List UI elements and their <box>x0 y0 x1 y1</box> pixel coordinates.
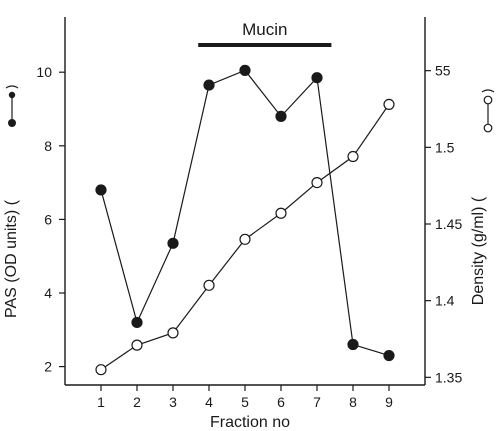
right-legend-marker-top <box>483 95 493 105</box>
x-tick-label: 7 <box>313 394 321 410</box>
series-open-point <box>167 327 179 339</box>
y-left-axis-title: PAS (OD units) ( <box>3 199 20 318</box>
series-open-point <box>239 233 251 245</box>
series-open-point <box>131 339 143 351</box>
left-legend-paren <box>5 85 19 89</box>
right-legend-paren <box>481 89 495 93</box>
series-open-point <box>347 150 359 163</box>
y-left-tick-label: 6 <box>44 211 52 227</box>
x-tick-label: 2 <box>133 394 141 410</box>
x-axis-title: Fraction no <box>210 414 290 431</box>
series-open-point <box>383 98 395 111</box>
y-right-tick-label: 55 <box>435 63 451 79</box>
x-tick-label: 5 <box>241 394 249 410</box>
y-left-tick-label: 4 <box>44 285 52 301</box>
series-filled-point <box>311 72 323 84</box>
series-filled-point <box>239 64 251 76</box>
mucin-label: Mucin <box>242 20 287 39</box>
series-open-point <box>95 364 107 376</box>
series-open-point <box>311 177 323 189</box>
annotation-layer: Mucin <box>198 20 332 47</box>
y-right-axis-title: Density (g/ml) ( <box>470 196 487 305</box>
y-right-tick-label: 1.35 <box>435 369 462 385</box>
y-right-tick-label: 1.45 <box>435 216 462 232</box>
y-right-tick-label: 1.4 <box>435 293 455 309</box>
series-open-point <box>275 207 287 219</box>
series-filled-point <box>347 338 359 351</box>
left-legend-marker-bottom <box>8 119 16 127</box>
series-filled-point <box>95 184 107 196</box>
x-tick-label: 9 <box>385 394 393 410</box>
y-left-tick-label: 8 <box>44 138 52 154</box>
grid-layer: 1 2 3 4 5 6 7 8 9 2 4 6 8 10 1.35 1.4 1.45 1.5 55 Fraction … <box>3 17 495 431</box>
y-left-tick-label: 10 <box>36 64 52 80</box>
x-tick-label: 6 <box>277 394 285 410</box>
series-open-point <box>203 279 215 291</box>
series-filled-point <box>203 79 215 91</box>
y-right-tick-label: 1.5 <box>435 139 455 155</box>
series-filled-point <box>167 237 179 249</box>
x-tick-label: 3 <box>169 394 177 410</box>
series-filled-point <box>275 110 287 122</box>
left-legend-marker-top <box>8 91 16 99</box>
x-tick-label: 8 <box>349 394 357 410</box>
x-tick-label: 4 <box>205 394 213 410</box>
right-legend-marker-bottom <box>483 123 493 133</box>
series-layer <box>95 64 395 376</box>
series-filled-point <box>383 349 395 362</box>
series-filled-point <box>131 316 143 329</box>
x-tick-label: 1 <box>97 394 105 410</box>
y-left-tick-label: 2 <box>44 359 52 375</box>
series-filled-line <box>100 69 390 357</box>
